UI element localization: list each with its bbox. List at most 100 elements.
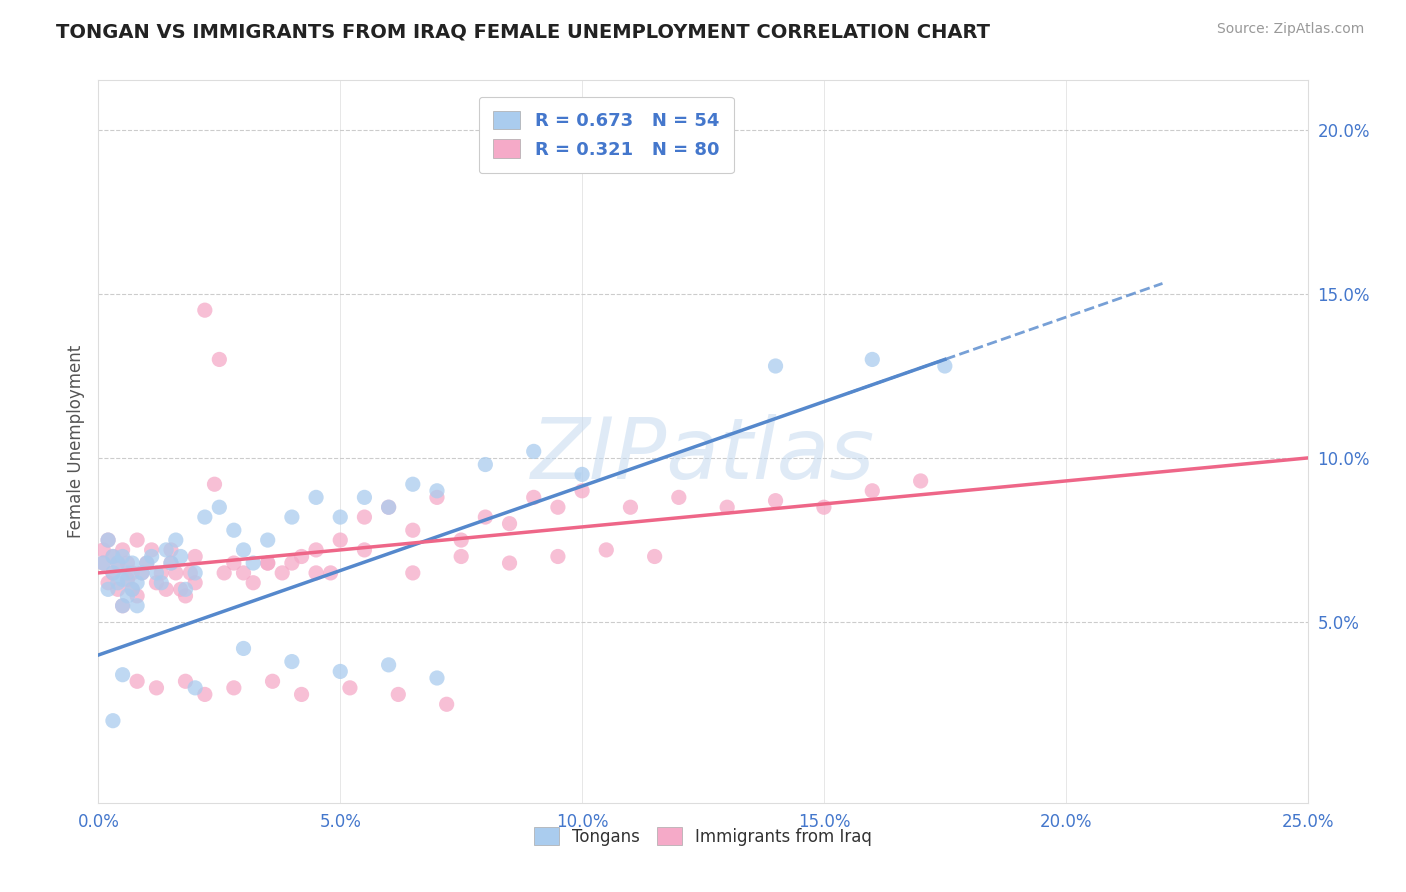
Point [131,566,153,580]
Text: TONGAN VS IMMIGRANTS FROM IRAQ FEMALE UNEMPLOYMENT CORRELATION CHART: TONGAN VS IMMIGRANTS FROM IRAQ FEMALE UN… [56,22,990,41]
Point [222,523,245,537]
Point [232,542,254,557]
Point [160,542,183,557]
Point [184,681,207,695]
Point [290,549,312,564]
Point [135,556,157,570]
Point [387,687,409,701]
Point [281,510,304,524]
Point [813,500,835,515]
Point [290,687,312,701]
Point [353,510,375,524]
Point [402,566,425,580]
Point [155,542,177,557]
Point [145,681,167,695]
Point [281,655,304,669]
Point [242,556,264,570]
Point [547,500,569,515]
Point [271,566,294,580]
Point [256,556,278,570]
Point [165,566,187,580]
Point [101,566,124,580]
Point [256,556,278,570]
Point [174,674,197,689]
Point [141,542,163,557]
Point [117,566,139,580]
Point [426,491,449,505]
Point [117,573,139,587]
Point [184,575,207,590]
Point [644,549,666,564]
Point [169,582,191,597]
Point [194,303,217,318]
Point [117,556,139,570]
Point [910,474,932,488]
Point [377,657,399,672]
Point [765,359,787,373]
Point [194,687,217,701]
Point [97,582,120,597]
Point [97,575,120,590]
Point [107,582,129,597]
Point [262,674,284,689]
Point [155,582,177,597]
Point [329,665,352,679]
Point [101,549,124,564]
Point [179,566,201,580]
Point [121,582,143,597]
Point [329,533,352,547]
Point [319,566,342,580]
Point [111,549,134,564]
Point [135,556,157,570]
Point [97,533,120,547]
Point [402,523,425,537]
Point [474,510,496,524]
Point [204,477,226,491]
Point [165,533,187,547]
Point [353,491,375,505]
Point [111,573,134,587]
Point [101,549,124,564]
Point [174,582,197,597]
Point [101,566,124,580]
Point [668,491,690,505]
Text: Source: ZipAtlas.com: Source: ZipAtlas.com [1216,22,1364,37]
Point [256,533,278,547]
Point [523,444,546,458]
Point [107,556,129,570]
Point [571,483,593,498]
Point [222,681,245,695]
Point [111,599,134,613]
Point [474,458,496,472]
Point [208,352,231,367]
Point [571,467,593,482]
Point [127,589,149,603]
Point [212,566,235,580]
Point [426,483,449,498]
Point [145,566,167,580]
Point [97,533,120,547]
Point [121,582,143,597]
Point [498,516,520,531]
Point [450,533,472,547]
Point [402,477,425,491]
Point [131,566,153,580]
Point [111,542,134,557]
Point [353,542,375,557]
Point [860,483,883,498]
Point [121,566,143,580]
Point [160,556,183,570]
Point [305,491,328,505]
Point [377,500,399,515]
Point [305,566,328,580]
Point [107,556,129,570]
Point [595,542,617,557]
Point [860,352,883,367]
Point [184,566,207,580]
Point [141,549,163,564]
Point [127,599,149,613]
Point [91,556,114,570]
Point [91,556,114,570]
Point [127,674,149,689]
Point [150,575,173,590]
